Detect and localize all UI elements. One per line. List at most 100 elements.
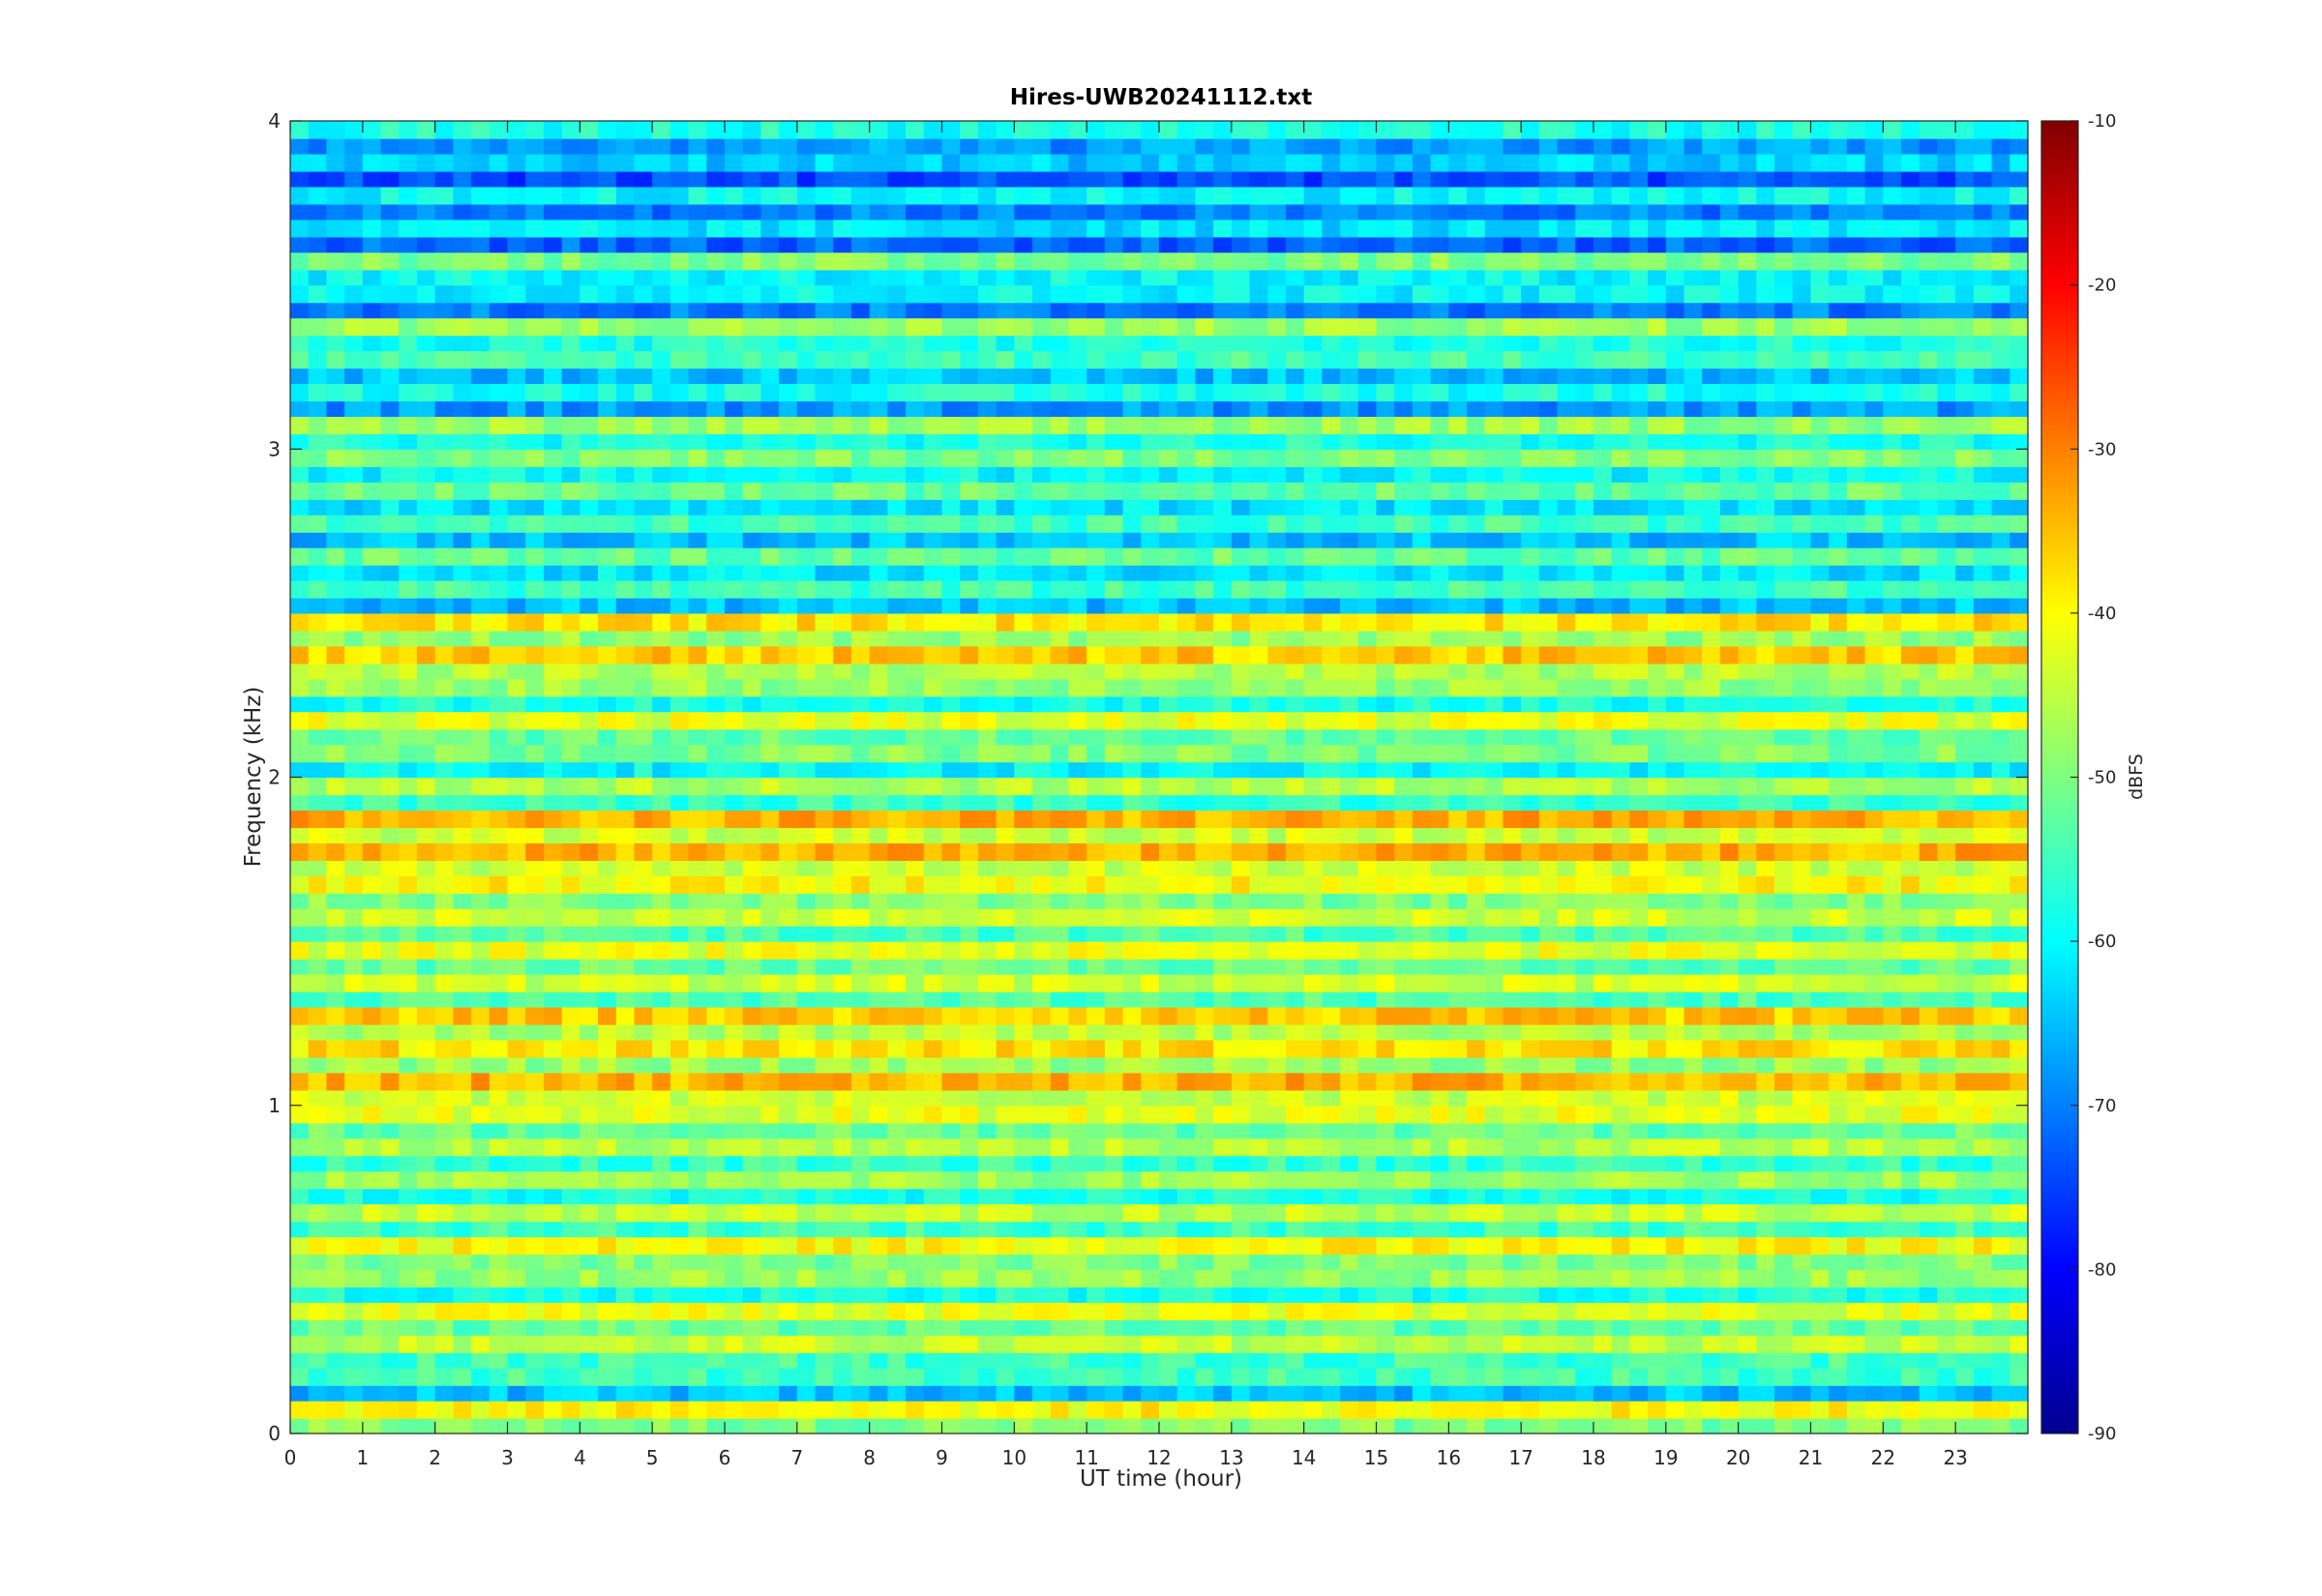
heatmap-cell [1285,1385,1305,1402]
heatmap-cell [561,974,580,993]
heatmap-cell [1213,1401,1233,1420]
heatmap-cell [326,1335,345,1354]
heatmap-cell [996,875,1015,895]
heatmap-cell [1665,1302,1685,1321]
heatmap-cell [1322,1090,1341,1107]
heatmap-cell [1991,744,2010,763]
heatmap-cell [525,959,545,975]
heatmap-cell [1575,1105,1594,1125]
heatmap-cell [1792,598,1812,614]
heatmap-cell [1467,1335,1486,1354]
heatmap-cell [1901,926,1920,942]
heatmap-cell [1141,598,1160,614]
heatmap-cell [1883,1072,1902,1092]
heatmap-cell [1141,810,1160,829]
heatmap-cell [850,1024,871,1041]
heatmap-cell [344,1222,364,1238]
heatmap-cell [1955,991,1975,1008]
heatmap-cell [1719,612,1740,633]
heatmap-cell [652,729,671,746]
heatmap-cell [434,777,454,796]
heatmap-cell [344,1006,364,1026]
heatmap-cell [362,598,382,614]
heatmap-cell [941,974,961,993]
heatmap-cell [1864,941,1884,961]
heatmap-cell [290,598,310,614]
heatmap-cell [543,1105,563,1125]
heatmap-cell [725,729,744,746]
heatmap-cell [489,729,509,746]
heatmap-cell [652,926,671,942]
heatmap-cell [1538,861,1559,876]
heatmap-cell [326,1368,345,1387]
heatmap-cell [1702,1335,1721,1354]
heatmap-cell [1864,1057,1884,1074]
heatmap-cell [471,631,491,647]
heatmap-cell [1991,1006,2010,1026]
heatmap-cell [1267,598,1287,614]
heatmap-cell [725,1057,744,1074]
heatmap-cell [434,1418,454,1434]
heatmap-cell [634,991,653,1008]
heatmap-cell [1611,1156,1631,1172]
heatmap-cell [1521,1385,1540,1402]
heatmap-cell [941,828,961,843]
heatmap-cell [1231,959,1251,975]
heatmap-cell [615,1302,636,1321]
heatmap-cell [652,861,671,876]
heatmap-cell [1448,711,1468,730]
heatmap-cell [1883,974,1902,993]
heatmap-cell [634,1352,653,1369]
heatmap-cell [1376,1072,1395,1092]
heatmap-cell [1231,1039,1251,1059]
heatmap-cell [923,579,943,600]
heatmap-cell [615,926,636,942]
heatmap-cell [615,1105,636,1125]
heatmap-cell [1738,1170,1757,1190]
heatmap-cell [1249,1335,1268,1354]
heatmap-cell [434,1401,454,1420]
heatmap-cell [725,1269,744,1288]
heatmap-cell [1683,645,1703,665]
heatmap-cell [1484,729,1504,746]
heatmap-cell [362,1418,382,1434]
heatmap-cell [652,598,671,614]
heatmap-cell [1665,777,1685,796]
heatmap-cell [906,1057,925,1074]
heatmap-cell [996,1352,1015,1369]
heatmap-cell [1973,645,1993,665]
heatmap-cell [1104,678,1124,697]
heatmap-cell [1919,762,1939,779]
heatmap-cell [1792,1335,1812,1354]
heatmap-cell [1087,1072,1106,1092]
heatmap-cell [1774,729,1794,746]
heatmap-cell [688,1401,707,1420]
heatmap-cell [815,1401,834,1420]
heatmap-cell [1538,828,1559,843]
heatmap-cell [1104,974,1124,993]
heatmap-cell [598,941,617,961]
heatmap-cell [362,991,382,1008]
heatmap-cell [1629,828,1649,843]
heatmap-cell [977,926,997,942]
heatmap-cell [1521,1039,1540,1059]
heatmap-cell [453,959,472,975]
heatmap-cell [1991,1236,2010,1256]
heatmap-cell [1159,795,1178,812]
heatmap-cell [1376,777,1395,796]
heatmap-cell [1774,1090,1794,1107]
heatmap-cell [850,631,871,647]
heatmap-cell [598,893,617,909]
heatmap-cell [1973,1057,1993,1074]
heatmap-cell [290,1039,310,1059]
heatmap-cell [1484,711,1504,730]
heatmap-cell [1141,1090,1160,1107]
heatmap-cell [1249,1401,1268,1420]
heatmap-cell [1810,744,1830,763]
heatmap-cell [489,1170,509,1190]
heatmap-cell [543,941,563,961]
heatmap-cell [1593,1236,1613,1256]
heatmap-cell [580,1024,599,1041]
heatmap-cell [1014,579,1033,600]
heatmap-cell [1430,612,1449,633]
